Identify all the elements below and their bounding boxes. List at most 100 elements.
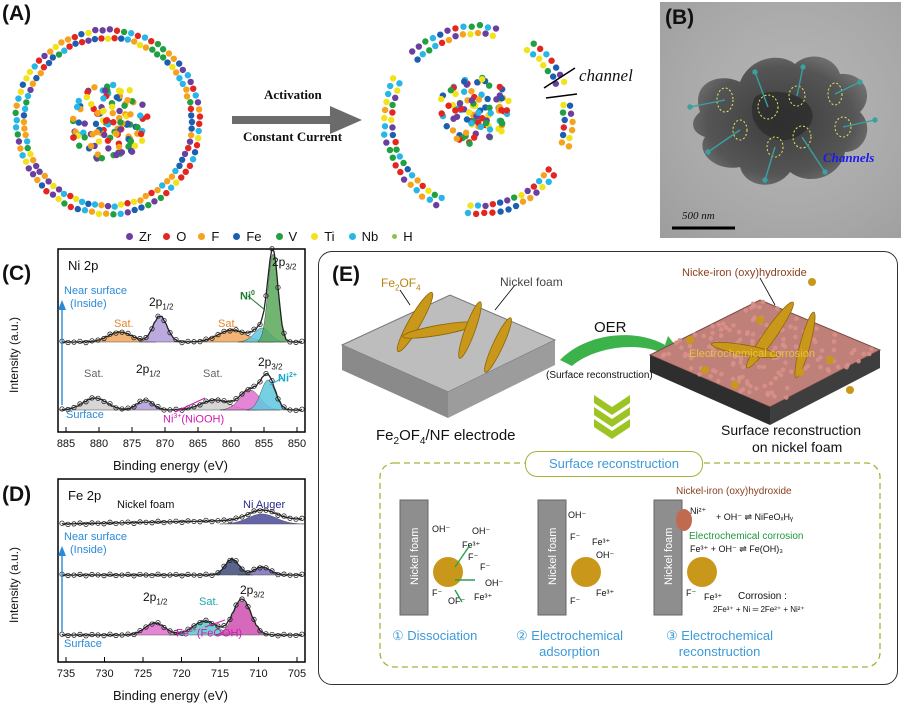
- recon-slab-front: [770, 350, 880, 425]
- atom: [536, 55, 543, 62]
- d-tick-label: 735: [57, 668, 75, 680]
- atom: [40, 64, 48, 71]
- atom: [154, 40, 162, 48]
- atom: [466, 140, 473, 147]
- fe2of4-pointer: [399, 289, 411, 306]
- atom: [87, 100, 95, 108]
- down-chevron: [594, 407, 630, 427]
- c-bot-spectrum-point: [95, 395, 101, 401]
- oxyhydroxide-grain: [753, 386, 759, 391]
- atom: [163, 189, 170, 197]
- fe-particle: [731, 381, 739, 389]
- c-top-sat1: Sat.: [114, 318, 134, 330]
- atom: [128, 148, 136, 155]
- c-top-p12: 2p1/2: [149, 295, 174, 312]
- d-p12: 2p1/2: [143, 590, 168, 607]
- atom: [196, 113, 204, 120]
- atom: [131, 206, 138, 214]
- fe2of4-plate: [484, 317, 512, 373]
- oxyhydroxide-grain: [768, 381, 774, 386]
- c-bot-spectrum-point: [107, 401, 113, 407]
- c-top-spectrum-point: [89, 338, 95, 344]
- atom: [503, 107, 511, 114]
- atom: [36, 168, 43, 175]
- oxyhydroxide-grain: [748, 383, 753, 389]
- atom: [381, 123, 389, 130]
- atom: [523, 46, 531, 54]
- oxyhydroxide-grain: [831, 339, 837, 344]
- c-bot-spectrum-point: [293, 407, 299, 414]
- atom: [109, 81, 117, 89]
- c-top-spectrum-point: [65, 339, 71, 346]
- atom: [60, 190, 68, 198]
- d-near-spectrum-point: [269, 568, 275, 574]
- atom: [394, 87, 401, 94]
- atom: [137, 197, 144, 204]
- oxyhydroxide-grain: [826, 368, 832, 374]
- d-foam-spectrum-point: [287, 515, 293, 521]
- atom: [37, 69, 44, 77]
- atom: [545, 178, 552, 186]
- c-bot-p12: 2p1/2: [136, 362, 161, 379]
- atom: [27, 150, 34, 158]
- atom: [389, 101, 396, 109]
- oxyhydroxide-grain: [708, 336, 714, 341]
- d-near-spectrum-point: [209, 572, 215, 578]
- oxyhydroxide-grain: [861, 351, 867, 357]
- d-surf-spectrum-point: [65, 632, 71, 639]
- atom: [462, 129, 470, 136]
- d-near-spectrum-point: [131, 573, 137, 579]
- d-near-spectrum-point: [299, 571, 305, 577]
- atom: [98, 35, 105, 42]
- atom: [19, 81, 27, 88]
- atom: [467, 202, 474, 209]
- atom: [49, 191, 57, 198]
- oxyhydroxide-grain: [773, 375, 778, 381]
- oxyhydroxide-grain: [737, 375, 743, 380]
- step3-corrosion-eq: 2Fe³⁺ + Ni ═ 2Fe²⁺ + Ni²⁺: [713, 605, 805, 614]
- atom: [449, 127, 457, 134]
- panel-label-a: (A): [2, 2, 32, 25]
- atom: [566, 134, 573, 142]
- oxyhydroxide-grain: [718, 333, 724, 338]
- c-top-spectrum-point: [215, 332, 221, 338]
- atom: [91, 35, 99, 43]
- atom: [187, 105, 195, 113]
- d-foam-spectrum-point: [263, 507, 269, 513]
- atom: [117, 201, 125, 208]
- atom: [477, 123, 485, 131]
- atom: [381, 114, 388, 122]
- atom: [70, 115, 77, 122]
- oxyhydroxide-grain: [710, 324, 715, 329]
- d-surf-spectrum-point: [281, 631, 287, 637]
- oxyhydroxide-grain: [677, 337, 683, 343]
- d-surf-spectrum-point: [83, 633, 89, 639]
- atom: [29, 156, 37, 164]
- oxyhydroxide-grain: [761, 364, 766, 370]
- legend-dot-icon: [163, 233, 171, 240]
- c-top-spectrum-point: [167, 330, 173, 336]
- d-near-spectrum-point: [137, 571, 143, 578]
- c-top-spectrum-point: [113, 330, 119, 336]
- atom: [392, 94, 399, 102]
- legend-nb: Nb: [348, 229, 378, 244]
- atom: [17, 145, 24, 152]
- atom: [408, 172, 416, 179]
- oer-arrow: [560, 335, 684, 366]
- c-tick-label: 860: [222, 438, 240, 450]
- atom: [19, 152, 26, 159]
- ion-fe3: Fe³⁺: [462, 540, 481, 550]
- fe2of4-plate: [458, 301, 482, 359]
- oxyhydroxide-grain: [756, 364, 762, 370]
- c-top-spectrum-point: [269, 246, 275, 252]
- atom: [91, 84, 98, 91]
- atom: [101, 131, 108, 139]
- atom: [498, 95, 505, 102]
- oxyhydroxide-grain: [772, 393, 777, 399]
- atom: [178, 174, 185, 181]
- legend-dot-icon: [126, 233, 133, 240]
- c-axes-frame: [57, 248, 306, 433]
- atom: [22, 131, 29, 139]
- atom: [109, 109, 117, 117]
